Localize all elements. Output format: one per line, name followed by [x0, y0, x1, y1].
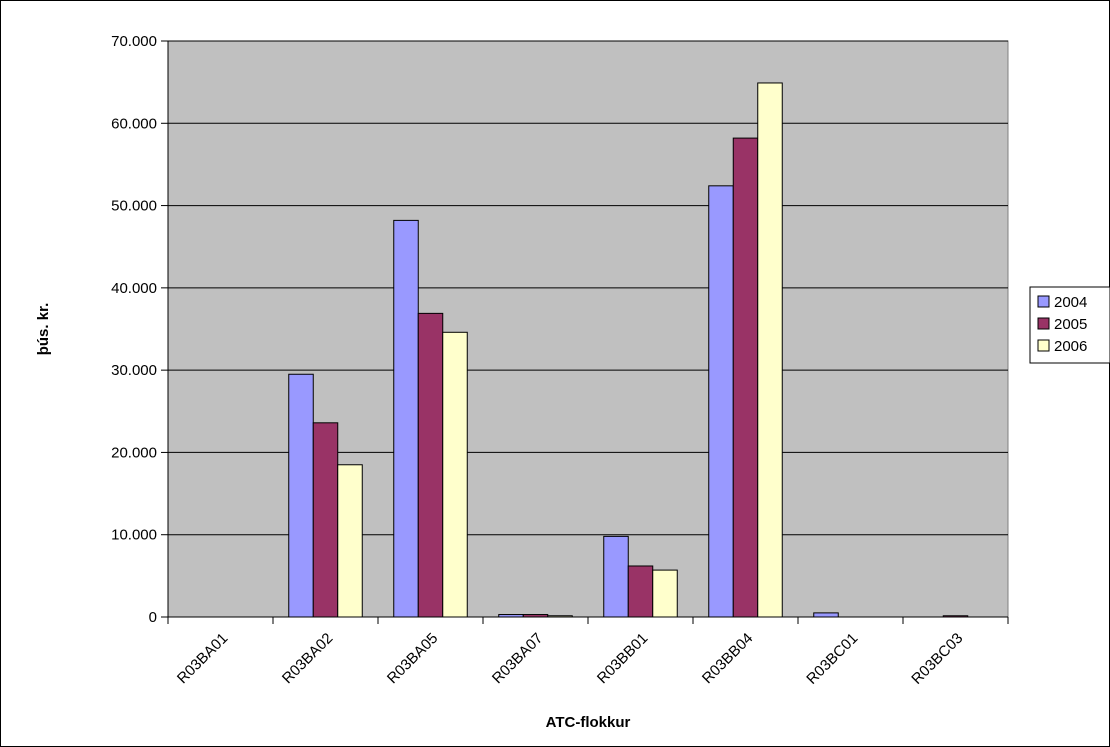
bar-2006-R03BB04 [757, 82, 783, 618]
x-tick-label: R03BB01 [594, 630, 651, 687]
x-tick-label: R03BA02 [279, 630, 336, 687]
bars [288, 82, 969, 618]
x-tick-label: R03BC03 [908, 630, 966, 688]
bar-2005-R03BB01 [627, 565, 654, 618]
y-tick-label: 60.000 [111, 115, 157, 132]
x-tick-label: R03BB04 [699, 630, 756, 687]
y-tick-label: 70.000 [111, 33, 157, 50]
y-tick-label: 30.000 [111, 362, 157, 379]
legend: 2004 2005 2006 [1029, 286, 1110, 364]
bar-2006-R03BA05 [442, 331, 468, 618]
bar-2004-R03BB04 [708, 185, 734, 618]
bar-2005-R03BA02 [312, 422, 339, 618]
legend-swatch-2005 [1037, 317, 1050, 330]
x-tick-label: R03BC01 [803, 630, 861, 688]
legend-label-2005: 2005 [1054, 316, 1087, 333]
bar-2004-R03BC01 [813, 612, 839, 618]
x-axis-title: ATC-flokkur [546, 714, 631, 731]
y-tick-label: 0 [149, 609, 157, 626]
y-tick-label: 40.000 [111, 280, 157, 297]
y-tick-label: 20.000 [111, 444, 157, 461]
bar-2004-R03BA05 [393, 219, 419, 618]
bar-2004-R03BB01 [603, 535, 629, 618]
y-tick-label: 10.000 [111, 527, 157, 544]
legend-label-2006: 2006 [1054, 338, 1087, 355]
bar-2006-R03BB01 [652, 569, 678, 618]
x-tick-label: R03BA01 [174, 630, 231, 687]
y-axis-title: þús. kr. [35, 303, 52, 356]
x-tick-label: R03BA07 [489, 630, 546, 687]
legend-label-2004: 2004 [1054, 294, 1087, 311]
x-tick-labels: R03BA01 R03BA02 R03BA05 R03BA07 R03BB01 R03BB… [174, 630, 966, 688]
bar-2005-R03BA05 [417, 312, 444, 618]
axes [161, 40, 1009, 624]
bar-2006-R03BA02 [337, 464, 363, 618]
legend-swatch-2006 [1037, 339, 1050, 352]
x-tick-label: R03BA05 [384, 630, 441, 687]
y-tick-label: 50.000 [111, 198, 157, 215]
y-tick-labels: 0 10.000 20.000 30.000 40.000 50.000 60.000 70.… [111, 33, 157, 626]
bar-2005-R03BB04 [732, 137, 759, 618]
bar-2004-R03BA02 [288, 373, 314, 618]
legend-swatch-2004 [1037, 295, 1050, 308]
